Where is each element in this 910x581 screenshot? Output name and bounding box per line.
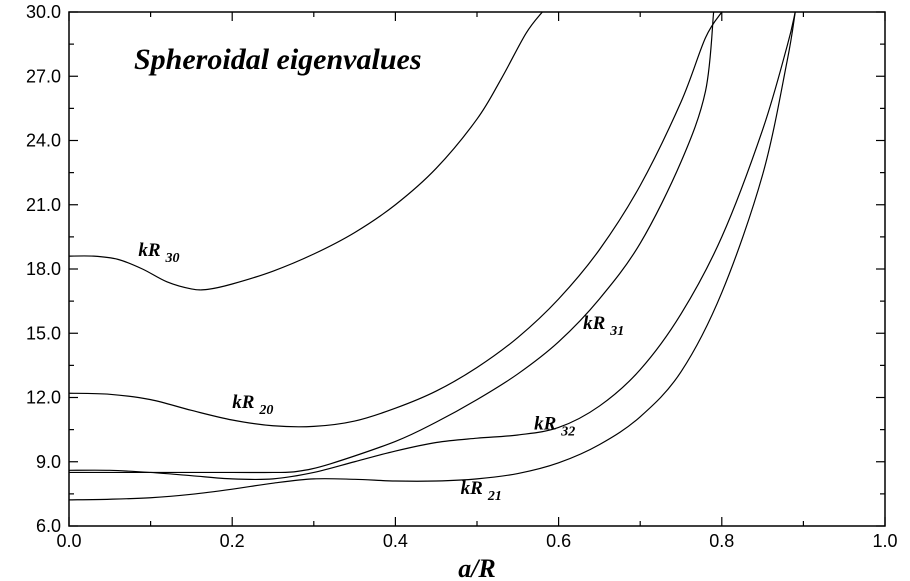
y-tick-label: 9.0: [36, 452, 61, 472]
series-layer: [68, 11, 796, 501]
series-line-21: [68, 11, 796, 501]
curve-label-subscript: 20: [258, 403, 273, 418]
y-axis-ticks: 6.0 9.0 12.0 15.0 18.0 21.0 24.0 27.0 30.0: [26, 2, 885, 536]
y-tick-label: 24.0: [26, 131, 61, 151]
curve-label-main: kR: [232, 392, 254, 413]
curve-label-subscript: 32: [560, 425, 575, 440]
series-line-32: [68, 11, 796, 481]
x-tick-label: 1.0: [872, 531, 897, 551]
y-tick-label: 12.0: [26, 388, 61, 408]
series-line-20: [68, 11, 723, 428]
curve-label-31: kR 31: [583, 313, 624, 339]
y-tick-label: 15.0: [26, 323, 61, 343]
curve-label-main: kR: [583, 313, 605, 334]
curve-label-subscript: 21: [487, 489, 502, 504]
y-tick-label: 27.0: [26, 66, 61, 86]
curve-label-subscript: 30: [165, 251, 180, 266]
curve-label-30: kR 30: [138, 240, 179, 266]
curve-label-21: kR 21: [461, 478, 502, 504]
x-axis-ticks: 0.0 0.2 0.4 0.6 0.8 1.0: [56, 12, 898, 551]
chart-title: Spheroidal eigenvalues: [134, 43, 422, 76]
curve-label-main: kR: [138, 240, 160, 261]
y-tick-label: 18.0: [26, 259, 61, 279]
curve-labels-layer: kR 30 kR 20 kR 31 kR 32 kR 21: [138, 240, 624, 504]
x-tick-label: 0.8: [709, 531, 734, 551]
curve-label-main: kR: [534, 414, 556, 435]
y-tick-label: 6.0: [36, 516, 61, 536]
curve-label-32: kR 32: [534, 414, 575, 440]
x-tick-label: 0.0: [56, 531, 81, 551]
series-line-31: [69, 11, 715, 474]
curve-label-20: kR 20: [232, 392, 273, 418]
series-line-30: [68, 11, 543, 291]
curve-label-subscript: 31: [609, 324, 624, 339]
y-tick-label: 21.0: [26, 195, 61, 215]
x-tick-label: 0.2: [220, 531, 245, 551]
y-tick-label: 30.0: [26, 2, 61, 22]
x-tick-label: 0.4: [383, 531, 408, 551]
plot-frame: [68, 11, 886, 527]
x-tick-label: 0.6: [546, 531, 571, 551]
x-axis-label: a/R: [458, 554, 496, 581]
curve-label-main: kR: [461, 478, 483, 499]
